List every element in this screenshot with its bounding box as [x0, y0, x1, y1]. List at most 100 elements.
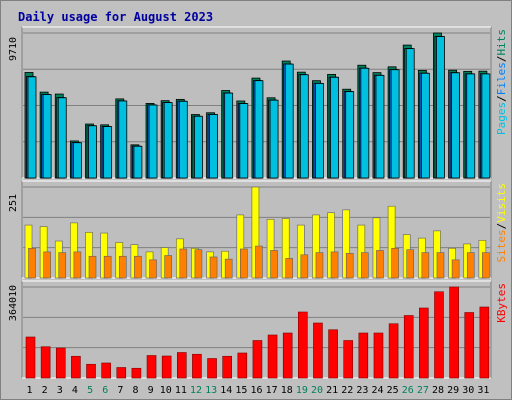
bar-pages — [209, 114, 218, 179]
bar-sites — [436, 252, 445, 279]
panel-legend: KBytes — [495, 283, 508, 323]
bar-pages — [254, 80, 264, 179]
bar-pages — [194, 115, 203, 179]
bar-kbytes — [358, 332, 369, 379]
x-tick-label: 13 — [205, 385, 217, 396]
bar-sites — [466, 252, 475, 279]
bar-pages — [42, 94, 52, 179]
bar-pages — [299, 74, 309, 179]
bar-pages — [466, 73, 476, 179]
legend-entry: Hits — [495, 29, 508, 56]
bar-pages — [481, 73, 491, 179]
x-tick-label: 7 — [117, 385, 123, 396]
bar-pages — [451, 72, 461, 179]
bar-kbytes — [237, 352, 248, 379]
legend-entry: Sites — [495, 229, 508, 262]
legend-entry: KBytes — [495, 283, 508, 323]
bar-kbytes — [55, 347, 66, 379]
bar-kbytes — [192, 353, 202, 379]
x-tick-label: 22 — [341, 385, 353, 396]
bar-kbytes — [388, 323, 399, 379]
bar-pages — [284, 63, 294, 179]
x-tick-label: 25 — [387, 385, 399, 396]
x-tick-label: 10 — [160, 385, 172, 396]
bar-pages — [269, 99, 279, 179]
chart-title: Daily usage for August 2023 — [18, 10, 213, 24]
bar-kbytes — [131, 367, 142, 379]
bar-kbytes — [343, 340, 354, 379]
x-tick-label: 8 — [132, 385, 138, 396]
x-tick-label: 31 — [477, 385, 489, 396]
panel-legend: Pages/Files/Hits — [495, 29, 508, 135]
x-tick-label: 12 — [190, 385, 202, 396]
bar-kbytes — [479, 306, 490, 379]
y-max-label: 9710 — [8, 37, 19, 61]
bar-kbytes — [71, 355, 81, 379]
x-tick-label: 23 — [356, 385, 368, 396]
legend-entry: / — [495, 56, 508, 63]
bar-kbytes — [86, 363, 96, 379]
bar-pages — [178, 100, 188, 179]
bar-sites — [164, 255, 172, 279]
legend-entry: Files — [495, 62, 508, 95]
bar-sites — [376, 250, 384, 279]
panel-kbytes: 364010 KBytes — [8, 280, 508, 379]
bar-sites — [73, 251, 82, 279]
x-tick-label: 11 — [175, 385, 187, 396]
x-axis-labels: 1 2 3 4 5 6 7 8 9 10 11 12 13 14 15 16 17 18 19 20 21 22 23 24 2… — [27, 385, 490, 396]
bar-sites — [300, 254, 309, 279]
bar-sites — [103, 255, 112, 279]
x-tick-label: 5 — [87, 385, 93, 396]
bar-pages — [72, 142, 82, 179]
bar-pages — [345, 91, 355, 179]
bar-kbytes — [207, 358, 217, 379]
bar-kbytes — [116, 367, 127, 379]
bar-sites — [118, 255, 127, 279]
bar-kbytes — [161, 355, 172, 379]
bar-sites — [345, 253, 354, 279]
bar-kbytes — [313, 322, 323, 379]
bar-sites — [255, 245, 263, 279]
x-tick-label: 4 — [72, 385, 78, 396]
x-tick-label: 18 — [281, 385, 293, 396]
bar-sites — [451, 259, 460, 279]
bar-pages — [239, 103, 249, 179]
x-tick-label: 2 — [42, 385, 48, 396]
bar-kbytes — [419, 307, 429, 379]
bar-pages — [27, 76, 37, 179]
bar-kbytes — [449, 286, 459, 379]
x-tick-label: 21 — [326, 385, 338, 396]
bar-kbytes — [434, 291, 444, 379]
bar-kbytes — [464, 312, 475, 379]
bar-kbytes — [222, 355, 232, 379]
bar-sites — [361, 252, 369, 279]
legend-entry: / — [495, 95, 508, 102]
legend-entry: Visits — [495, 183, 508, 223]
bar-sites — [149, 259, 157, 279]
bar-pages — [390, 69, 400, 179]
bar-sites — [406, 249, 415, 279]
bar-pages — [118, 100, 128, 179]
bar-pages — [163, 102, 173, 179]
bar-kbytes — [146, 355, 157, 379]
bar-pages — [420, 72, 430, 179]
bar-kbytes — [298, 311, 308, 379]
bar-pages — [436, 36, 445, 179]
bar-pages — [133, 145, 143, 179]
bar-sites — [88, 255, 97, 279]
bar-kbytes — [328, 329, 338, 379]
bar-pages — [330, 76, 339, 179]
x-tick-label: 24 — [372, 385, 384, 396]
legend-entry: / — [495, 223, 508, 230]
bar-kbytes — [40, 346, 51, 379]
bar-pages — [360, 67, 370, 179]
bar-sites — [194, 249, 203, 279]
bar-kbytes — [176, 352, 187, 379]
bar-pages — [57, 97, 67, 179]
bar-sites — [224, 258, 233, 279]
bar-pages — [103, 126, 113, 179]
bar-kbytes — [252, 340, 263, 379]
x-tick-label: 29 — [447, 385, 459, 396]
y-max-label: 364010 — [8, 285, 19, 321]
